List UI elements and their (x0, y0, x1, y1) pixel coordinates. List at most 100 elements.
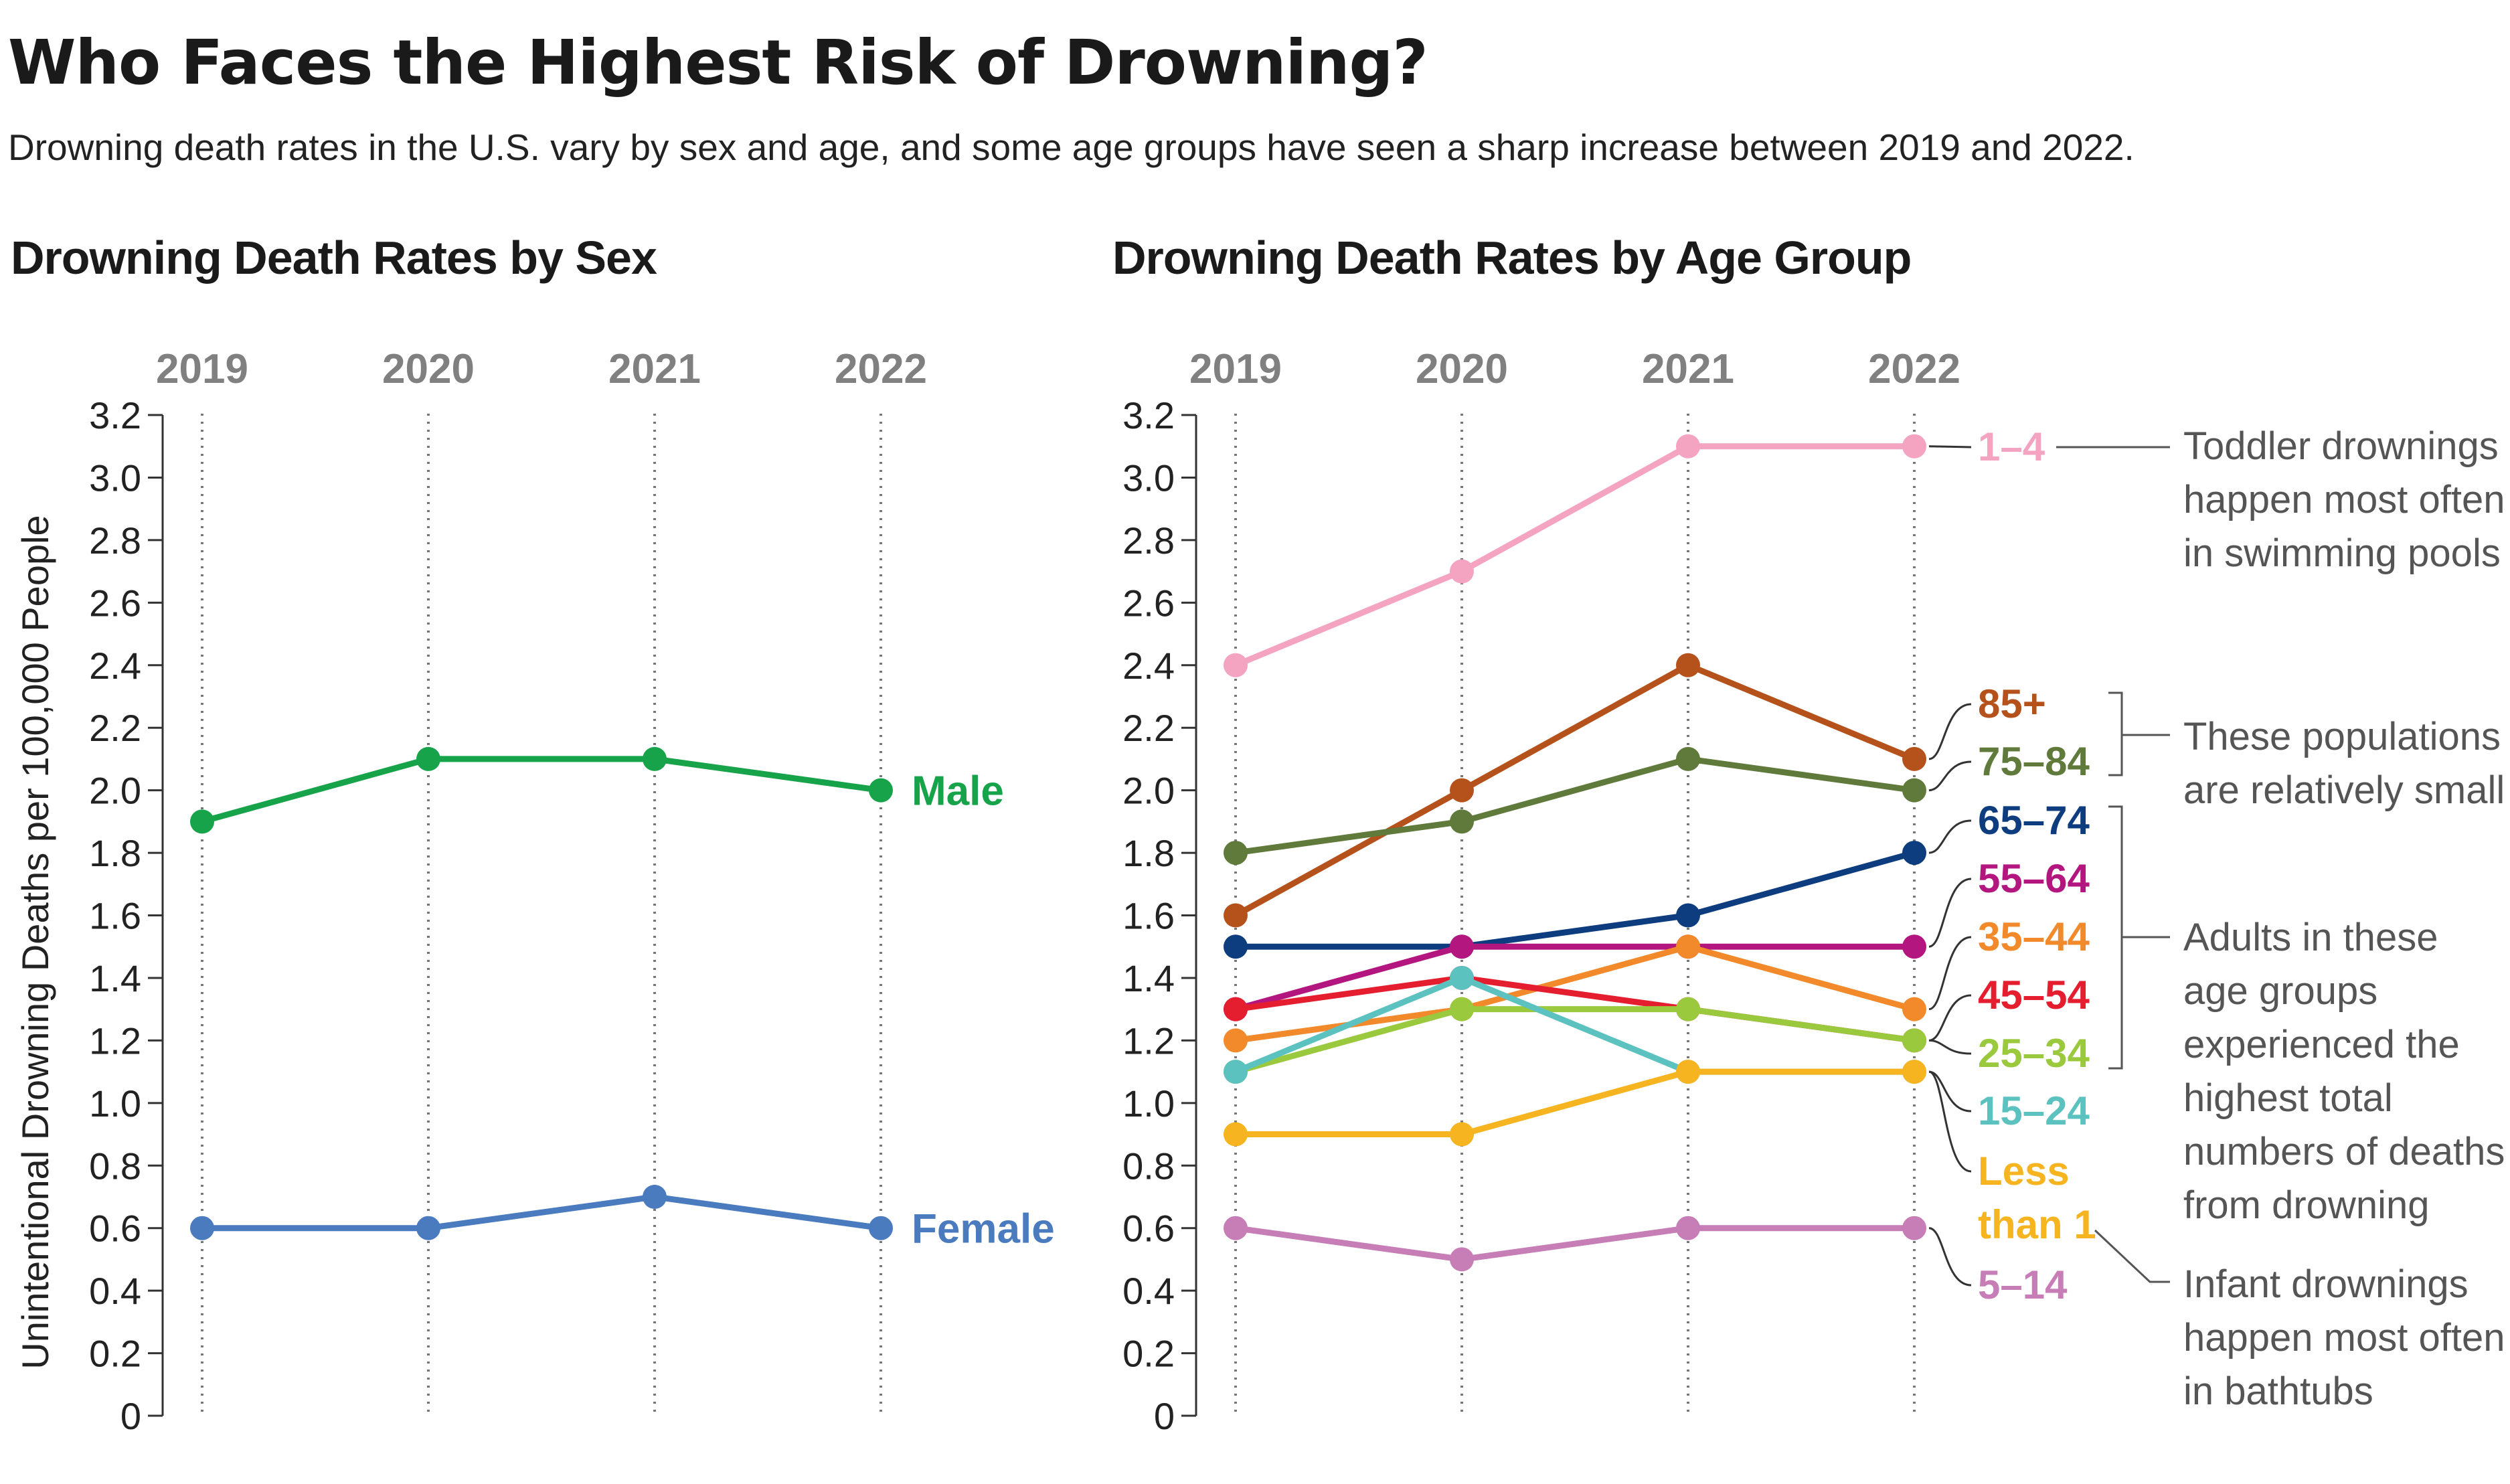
age-x-tick-label: 2022 (1868, 346, 1960, 392)
data-point-less-than-1 (1450, 1122, 1474, 1147)
data-point-female (643, 1184, 667, 1209)
sex-y-tick-label: 2.6 (89, 582, 141, 624)
data-point-5-14 (1224, 1216, 1248, 1240)
sex-chart: 0 0.2 0.4 0.6 0.8 1.0 1.2 1.4 1.6 1.8 2.0 2.2 2.4 2.6… (14, 346, 1055, 1437)
sex-y-tick-label: 2.0 (89, 770, 141, 812)
series-label-25-34: 25–34 (1978, 1031, 2090, 1076)
series-label-male: Male (912, 768, 1004, 815)
sex-y-tick-label: 2.4 (89, 645, 141, 687)
leader-line-45-54 (1928, 994, 1972, 1042)
sex-y-tick-label: 0.8 (89, 1145, 141, 1187)
leader-line-15-24 (1928, 1070, 1972, 1112)
data-point-25-34 (1450, 997, 1474, 1021)
annotation-bracket-adults (2108, 805, 2170, 1070)
data-point-female (416, 1216, 440, 1240)
series-label-75-84: 75–84 (1978, 739, 2090, 784)
data-point-male (869, 778, 893, 803)
series-label-35-44: 35–44 (1978, 914, 2090, 959)
age-y-tick-label: 2.6 (1122, 582, 1175, 624)
series-line-1-4 (1232, 443, 1918, 669)
age-y-tick-label: 2.2 (1122, 707, 1175, 749)
leader-line-less-than-1 (1928, 1070, 1972, 1173)
data-point-35-44 (1902, 997, 1926, 1021)
sex-y-tick-label: 0 (120, 1395, 141, 1437)
data-point-65-74 (1224, 934, 1248, 959)
annotation-adults-line-1: Adults in these (2183, 916, 2438, 959)
series-line-female (199, 1193, 884, 1232)
sex-y-tick-label: 1.4 (89, 957, 141, 999)
sex-y-tick-label: 1.8 (89, 832, 141, 874)
series-line-75-84 (1232, 756, 1918, 856)
data-point-female (869, 1216, 893, 1240)
sex-x-tick-label: 2019 (156, 346, 248, 392)
series-line-male (199, 756, 884, 825)
data-point-75-84 (1224, 841, 1248, 865)
series-label-female: Female (912, 1206, 1055, 1252)
annotation-adults-line-6: from drowning (2183, 1183, 2429, 1227)
annotation-infants-line-1: Infant drownings (2183, 1262, 2469, 1306)
annotation-toddler-line-1: Toddler drownings (2183, 424, 2499, 468)
sex-y-tick-label: 0.6 (89, 1208, 141, 1250)
annotation-infants-line-2: happen most often (2183, 1316, 2505, 1359)
annotation-connector-infants (2094, 1229, 2170, 1283)
annotation-infants-line-3: in bathtubs (2183, 1370, 2373, 1413)
series-label-85plus: 85+ (1978, 681, 2046, 726)
series-line-55-64 (1232, 943, 1918, 1013)
data-point-25-34 (1676, 997, 1700, 1021)
age-y-tick-label: 0.6 (1122, 1208, 1175, 1250)
age-y-tick-label: 0.2 (1122, 1333, 1175, 1375)
data-point-less-than-1 (1902, 1060, 1926, 1084)
annotation-adults-line-3: experienced the (2183, 1023, 2460, 1066)
sex-y-tick-label: 2.2 (89, 707, 141, 749)
sex-y-tick-label: 0.2 (89, 1333, 141, 1375)
data-point-1-4 (1224, 653, 1248, 677)
data-point-15-24 (1224, 1060, 1248, 1084)
data-point-85plus (1450, 778, 1474, 803)
leader-line-85plus (1928, 703, 1972, 760)
series-label-65-74: 65–74 (1978, 798, 2090, 843)
leader-line-5-14 (1928, 1227, 1972, 1287)
age-chart-title: Drowning Death Rates by Age Group (1112, 232, 1912, 284)
sex-y-axis-label: Unintentional Drowning Deaths per 100,00… (14, 515, 56, 1369)
sex-y-tick-label: 1.2 (89, 1019, 141, 1062)
age-y-tick-label: 0 (1154, 1395, 1175, 1437)
data-point-45-54 (1224, 997, 1248, 1021)
data-point-85plus (1902, 746, 1926, 771)
data-point-75-84 (1450, 809, 1474, 834)
data-point-5-14 (1676, 1216, 1700, 1240)
series-line-85plus (1232, 662, 1918, 918)
annotation-toddler-line-3: in swimming pools (2183, 531, 2501, 575)
age-y-tick-label: 2.0 (1122, 770, 1175, 812)
data-point-15-24 (1450, 965, 1474, 990)
leader-line-55-64 (1928, 878, 1972, 948)
sex-x-tick-label: 2020 (382, 346, 475, 392)
sex-y-tick-label: 3.2 (89, 394, 141, 436)
sex-x-tick-label: 2021 (608, 346, 701, 392)
series-line-5-14 (1232, 1225, 1918, 1262)
series-label-55-64: 55–64 (1978, 856, 2090, 901)
sex-y-tick-label: 1.0 (89, 1082, 141, 1125)
annotation-small-populations-line-1: These populations (2183, 715, 2501, 758)
series-label-1-4: 1–4 (1978, 424, 2045, 469)
data-point-5-14 (1902, 1216, 1926, 1240)
sex-y-tick-label: 1.6 (89, 895, 141, 937)
data-point-55-64 (1450, 934, 1474, 959)
sex-x-tick-label: 2022 (835, 346, 927, 392)
data-point-25-34 (1902, 1028, 1926, 1053)
data-point-less-than-1 (1676, 1060, 1700, 1084)
age-y-tick-label: 0.8 (1122, 1145, 1175, 1187)
leader-line-35-44 (1928, 936, 1972, 1011)
series-line-25-34 (1232, 1006, 1918, 1075)
sex-chart-title: Drowning Death Rates by Sex (11, 232, 657, 284)
age-y-tick-label: 2.4 (1122, 645, 1175, 687)
data-point-65-74 (1902, 841, 1926, 865)
leader-line-75-84 (1928, 760, 1972, 792)
data-point-1-4 (1676, 434, 1700, 459)
annotation-small-populations-line-2: are relatively small (2183, 768, 2505, 812)
series-label-5-14: 5–14 (1978, 1262, 2068, 1307)
age-y-tick-label: 0.4 (1122, 1270, 1175, 1312)
data-point-less-than-1 (1224, 1122, 1248, 1147)
series-label-less-than-1-line-2: than 1 (1978, 1202, 2096, 1247)
series-line-65-74 (1232, 849, 1918, 950)
annotation-adults-line-2: age groups (2183, 969, 2377, 1013)
